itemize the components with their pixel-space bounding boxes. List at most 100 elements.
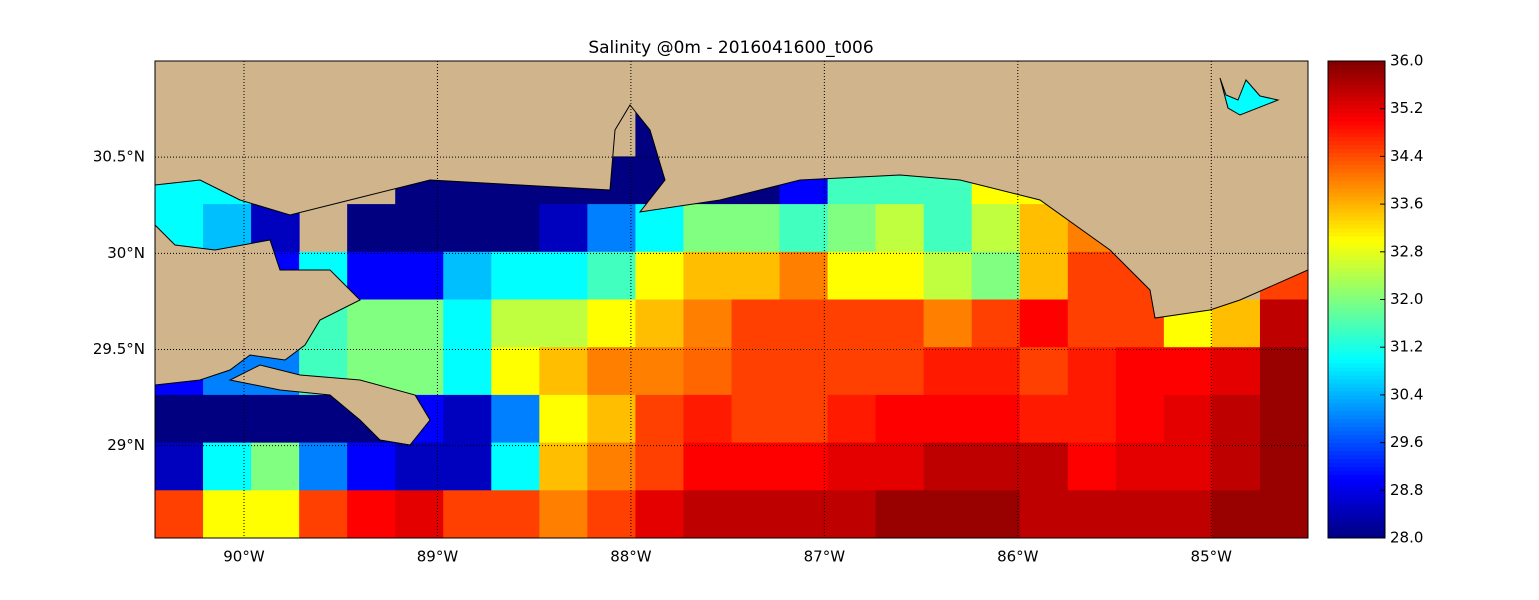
colorbar-tick-label: 29.6 <box>1390 433 1423 451</box>
colorbar-step <box>1328 363 1385 368</box>
colorbar-step <box>1328 386 1385 392</box>
salinity-cell <box>635 442 684 491</box>
colorbar-step <box>1328 255 1385 261</box>
salinity-cell <box>491 394 540 444</box>
salinity-cell <box>443 490 492 538</box>
colorbar-step <box>1328 108 1385 114</box>
colorbar-step <box>1328 84 1385 90</box>
colorbar-step <box>1328 180 1385 185</box>
salinity-cell <box>923 251 973 300</box>
salinity-cell <box>923 347 973 396</box>
colorbar-step <box>1328 235 1385 241</box>
colorbar-step <box>1328 402 1385 408</box>
colorbar-step <box>1328 382 1385 388</box>
colorbar-step <box>1328 124 1385 130</box>
salinity-cell <box>1019 251 1069 300</box>
salinity-cell <box>1019 347 1069 396</box>
colorbar-step <box>1328 275 1385 281</box>
salinity-cell <box>1067 347 1117 396</box>
salinity-cell <box>587 347 636 396</box>
salinity-cell <box>539 347 588 396</box>
salinity-cell <box>635 204 684 253</box>
salinity-cell <box>1115 394 1165 444</box>
colorbar-step <box>1328 458 1385 463</box>
colorbar-step <box>1328 390 1385 396</box>
salinity-cell <box>587 204 636 253</box>
colorbar-step <box>1328 164 1385 169</box>
colorbar-step <box>1328 343 1385 348</box>
salinity-cell <box>683 347 732 396</box>
colorbar-step <box>1328 502 1385 507</box>
colorbar-step <box>1328 279 1385 285</box>
salinity-cell <box>1211 299 1261 348</box>
salinity-cell <box>971 347 1021 396</box>
salinity-cell <box>491 442 540 491</box>
salinity-cell <box>1115 347 1165 396</box>
salinity-cell <box>875 490 925 538</box>
colorbar-step <box>1328 116 1385 122</box>
colorbar-step <box>1328 490 1385 495</box>
colorbar-step <box>1328 100 1385 106</box>
salinity-cell <box>923 490 973 538</box>
colorbar-step <box>1328 287 1385 293</box>
colorbar-step <box>1328 311 1385 316</box>
salinity-cell <box>1019 442 1069 491</box>
salinity-cell <box>779 394 829 444</box>
y-tick-label: 30.5°N <box>93 148 145 166</box>
salinity-cell <box>923 442 973 491</box>
colorbar-step <box>1328 526 1385 531</box>
salinity-cell <box>539 490 588 538</box>
colorbar-tick-label: 36.0 <box>1390 52 1423 70</box>
map-frame <box>154 60 1309 539</box>
colorbar-step <box>1328 200 1385 205</box>
salinity-cell <box>155 442 204 491</box>
y-tick-label: 30°N <box>107 244 145 262</box>
colorbar-step <box>1328 128 1385 134</box>
colorbar-step <box>1328 291 1385 297</box>
salinity-cell <box>1259 299 1308 348</box>
colorbar-step <box>1328 220 1385 225</box>
colorbar-step <box>1328 132 1385 138</box>
colorbar-step <box>1328 152 1385 157</box>
salinity-cell <box>155 394 204 444</box>
salinity-cell <box>971 204 1021 253</box>
salinity-cell <box>683 204 732 253</box>
salinity-cell <box>587 442 636 491</box>
colorbar-step <box>1328 259 1385 265</box>
salinity-cell <box>443 442 492 491</box>
colorbar-step <box>1328 243 1385 249</box>
salinity-cell <box>347 442 396 491</box>
map-title: Salinity @0m - 2016041600_t006 <box>588 38 873 58</box>
colorbar-step <box>1328 394 1385 400</box>
salinity-cell <box>635 490 684 538</box>
land-delta <box>228 364 431 446</box>
salinity-cell <box>779 299 829 348</box>
colorbar-step <box>1328 522 1385 527</box>
salinity-cell <box>1211 442 1261 491</box>
salinity-cell <box>1211 490 1261 538</box>
colorbar-step <box>1328 303 1385 308</box>
colorbar-step <box>1328 184 1385 189</box>
colorbar-step <box>1328 327 1385 332</box>
salinity-cell <box>587 394 636 444</box>
colorbar-tick-label: 32.8 <box>1390 242 1423 260</box>
colorbar-step <box>1328 454 1385 459</box>
y-tick-label: 29.5°N <box>93 340 145 358</box>
salinity-cell <box>395 204 444 253</box>
salinity-cell <box>731 394 781 444</box>
colorbar-step <box>1328 355 1385 360</box>
colorbar-tick-label: 31.2 <box>1390 338 1423 356</box>
colorbar-step <box>1328 323 1385 328</box>
colorbar-step <box>1328 156 1385 161</box>
salinity-cell <box>731 251 781 300</box>
salinity-cell <box>1163 347 1213 396</box>
salinity-cell <box>827 442 877 491</box>
salinity-cell <box>635 394 684 444</box>
salinity-cell <box>731 299 781 348</box>
salinity-cell <box>635 251 684 300</box>
salinity-cell <box>1259 394 1308 444</box>
colorbar-step <box>1328 315 1385 320</box>
salinity-cell <box>971 442 1021 491</box>
salinity-cell <box>251 394 300 444</box>
